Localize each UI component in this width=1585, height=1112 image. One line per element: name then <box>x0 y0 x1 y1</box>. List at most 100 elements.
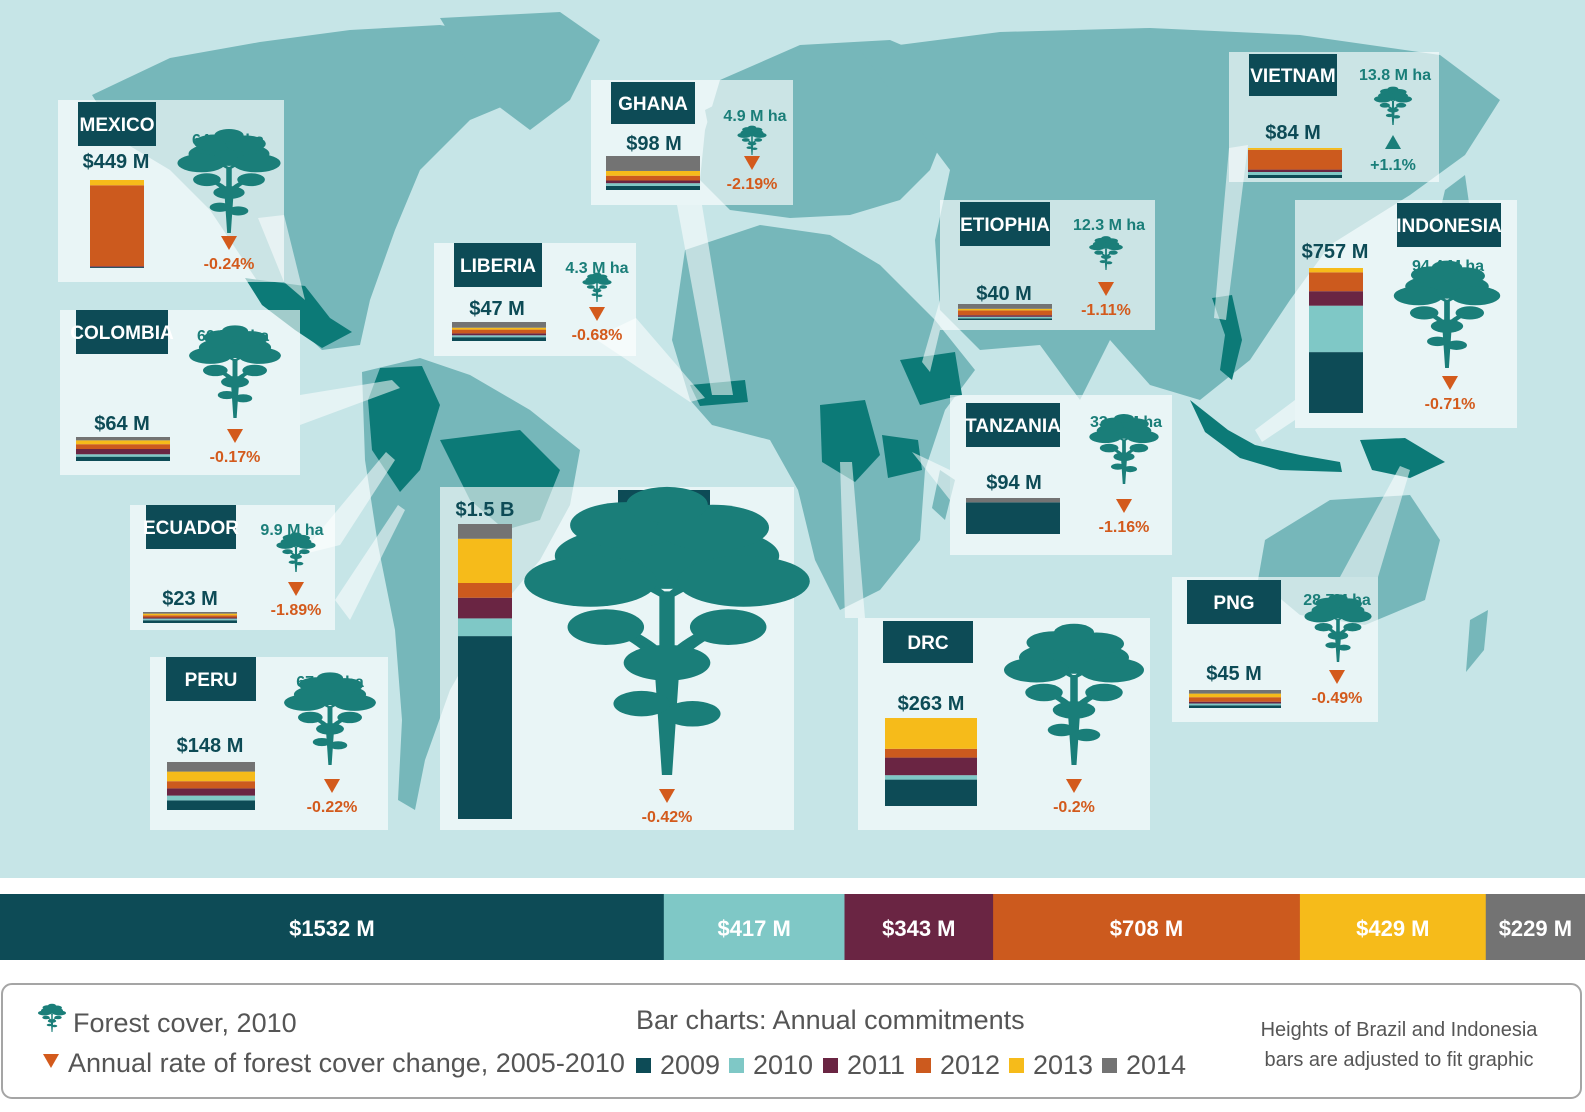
bar-segment-2010 <box>167 795 255 801</box>
forest-cover-value: 4.9 M ha <box>723 108 786 125</box>
change-down-arrow-icon <box>1116 499 1132 513</box>
change-rate: -1.16% <box>1099 519 1150 536</box>
country-label-box <box>883 621 973 663</box>
highlight-ethiopia <box>900 352 962 405</box>
country-name: DRC <box>907 633 948 654</box>
bar-segment-2011 <box>143 617 237 619</box>
highlight-drc <box>820 400 880 482</box>
total-value-2011: $343 M <box>882 916 955 941</box>
legend-swatch-2009 <box>636 1058 651 1073</box>
bar-segment-2009 <box>90 267 144 268</box>
total-value-2009: $1532 M <box>289 916 375 941</box>
legend-swatch-2012 <box>916 1058 931 1073</box>
country-panel-peru: PERU$148 M67.9M ha-0.22% <box>150 657 388 830</box>
country-panel-brazil: BRAZIL$1.5 B520 M ha-0.42% <box>440 486 810 830</box>
country-panel-png: PNG$45 M28.7M ha-0.49% <box>1172 577 1378 722</box>
commitment-value: $148 M <box>177 735 244 757</box>
bar-segment-2009 <box>1189 705 1281 708</box>
bar-segment-2012 <box>958 310 1052 316</box>
legend-swatch-2010 <box>729 1058 744 1073</box>
legend-down-arrow-icon <box>43 1054 59 1068</box>
change-down-arrow-icon <box>589 307 605 321</box>
legend-year-2009: 2009 <box>660 1050 720 1080</box>
legend: Forest cover, 2010 Annual rate of forest … <box>1 983 1582 1099</box>
change-down-arrow-icon <box>221 236 237 250</box>
change-rate: -1.11% <box>1081 302 1131 319</box>
country-label-box <box>960 202 1050 246</box>
total-value-2014: $229 M <box>1499 916 1572 941</box>
country-panel-colombia: COLOMBIA$64 M60.5 M ha-0.17% <box>60 310 300 475</box>
country-name: INDONESIA <box>1396 216 1502 237</box>
change-rate: -0.49% <box>1312 690 1363 707</box>
bar-segment-2014 <box>143 612 237 614</box>
bar-segment-2009 <box>458 636 512 819</box>
legend-year-2013: 2013 <box>1033 1050 1093 1080</box>
bar-segment-2012 <box>1309 272 1363 292</box>
country-panel-tanzania: TANZANIA$94 M33.4 M ha-1.16% <box>950 395 1172 555</box>
country-name: LIBERIA <box>460 256 536 277</box>
bar-segment-2011 <box>1248 169 1342 172</box>
change-rate: -0.17% <box>210 449 261 466</box>
bar-segment-2012 <box>606 175 700 181</box>
country-name: COLOMBIA <box>70 323 174 344</box>
bar-segment-2011 <box>90 266 144 268</box>
commitment-value: $64 M <box>94 413 150 435</box>
country-panel-etiophia: ETIOPHIA $40 M 12.3 M ha -1.11% <box>940 200 1155 330</box>
legend-year-2014: 2014 <box>1126 1050 1186 1080</box>
bar-segment-2014 <box>167 762 255 772</box>
commitment-value: $40 M <box>976 283 1032 305</box>
change-rate: -0.68% <box>572 327 623 344</box>
bar-segment-2010 <box>458 618 512 637</box>
legend-year-2010: 2010 <box>753 1050 813 1080</box>
bar-segment-2012 <box>143 615 237 618</box>
change-rate: -0.22% <box>307 799 358 816</box>
change-rate: -1.89% <box>271 602 322 619</box>
country-panel-drc: DRC$263 M145.1 M ha-0.2% <box>858 618 1150 830</box>
bar-segment-2014 <box>606 156 700 171</box>
bar-segment-2010 <box>143 618 237 621</box>
country-name: TANZANIA <box>965 416 1061 437</box>
callout-pointer <box>840 462 865 618</box>
country-name: PNG <box>1213 593 1254 614</box>
country-name: VIETNAM <box>1250 66 1336 87</box>
bar-segment-2012 <box>885 748 977 758</box>
change-down-arrow-icon <box>659 789 675 803</box>
country-label-box <box>454 243 542 287</box>
country-label-box <box>166 657 256 701</box>
bar-segment-2013 <box>606 170 700 176</box>
highlight-indonesia <box>1190 400 1342 472</box>
bar-segment-2012 <box>452 329 546 334</box>
legend-box <box>1 983 1582 1099</box>
bar-segment-2012 <box>458 583 512 598</box>
bar-segment-2010 <box>958 316 1052 319</box>
bar-segment-2011 <box>167 788 255 796</box>
bar-segment-2011 <box>885 757 977 776</box>
country-name: ECUADOR <box>143 518 239 539</box>
bar-segment-2009 <box>958 318 1052 320</box>
total-segment-2009 <box>0 894 665 960</box>
country-name: MEXICO <box>80 115 155 136</box>
bar-segment-2013 <box>458 538 512 583</box>
commitment-value: $98 M <box>626 133 682 155</box>
callout-pointer <box>335 505 405 620</box>
total-value-2010: $417 M <box>717 916 790 941</box>
callout-pointer <box>1214 145 1248 320</box>
greenland-landmass <box>440 12 600 130</box>
bar-segment-2013 <box>1189 693 1281 698</box>
bar-segment-2013 <box>167 771 255 782</box>
total-segment-2013 <box>1299 894 1487 960</box>
country-panel-ghana: GHANA $98 M 4.9 M ha -2.19% <box>591 80 793 205</box>
bar-segment-2012 <box>1248 149 1342 170</box>
bar-segment-2010 <box>606 183 700 186</box>
bar-segment-2013 <box>452 327 546 330</box>
forest-cover-value: 4.3 M ha <box>565 260 628 277</box>
country-panel-indonesia: INDONESIA$757 M94.4 M ha-0.71% <box>1295 200 1517 428</box>
bar-segment-2010 <box>885 775 977 780</box>
total-segment-2011 <box>844 894 994 960</box>
legend-forest-label: Forest cover, 2010 <box>73 1008 297 1038</box>
legend-bars-title: Bar charts: Annual commitments <box>636 1005 1025 1035</box>
bar-segment-2013 <box>143 613 237 616</box>
change-rate: -0.2% <box>1053 799 1095 816</box>
legend-swatch-2011 <box>823 1058 838 1073</box>
bar-segment-2012 <box>167 781 255 789</box>
